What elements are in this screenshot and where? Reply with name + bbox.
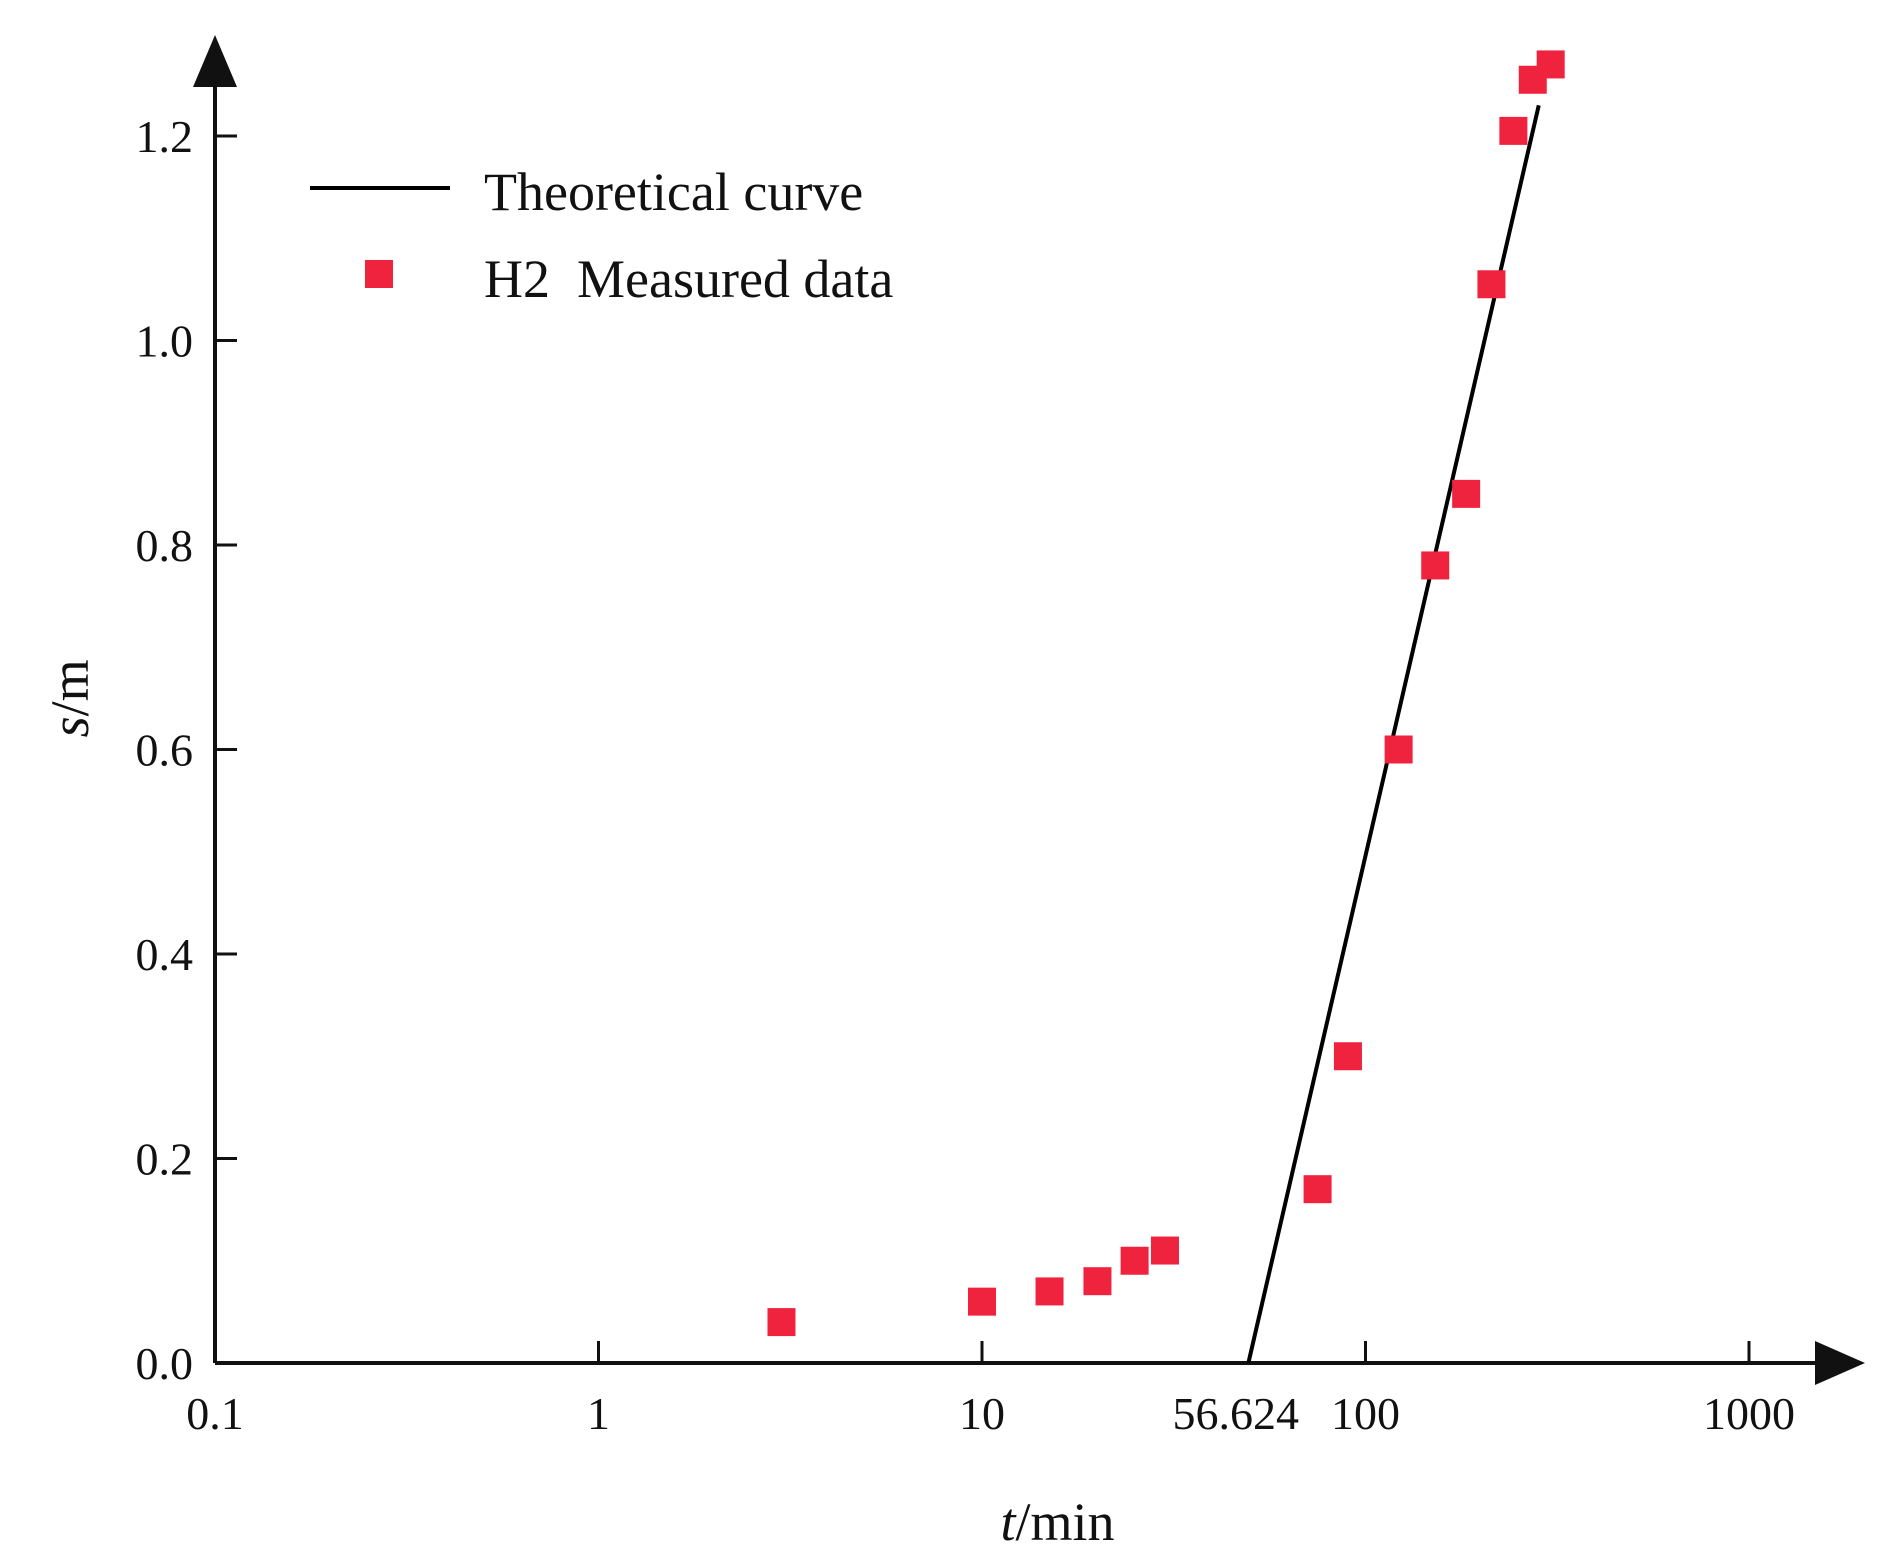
measured-data-point-15 [1536,50,1565,79]
measured-data-point-3 [1035,1277,1064,1306]
y-tick-label-0-0: 0.0 [136,1338,194,1389]
y-tick-label-1-2: 1.2 [136,111,194,162]
x-axis-title: t/min [1000,1492,1114,1552]
y-tick-label-0-8: 0.8 [136,520,194,571]
measured-data-point-2 [968,1287,996,1316]
annotation-label-56-624: 56.624 [1173,1388,1300,1439]
theoretical-curve-line [1246,104,1541,1364]
y-tick-label-0-2: 0.2 [136,1134,194,1185]
x-axis-var: t [1000,1492,1017,1552]
measured-data-point-13 [1499,116,1528,145]
y-ticks: 0.0 0.2 0.4 0.6 0.8 1.0 1.2 [136,111,237,1389]
x-tick-label-1: 1 [587,1388,610,1439]
series-layer [767,50,1565,1364]
measured-data-point-9 [1384,735,1413,764]
legend-label-h2-measured-data: H2 Measured data [484,249,893,309]
y-tick-label-0-6: 0.6 [136,725,194,776]
legend: Theoretical curve H2 Measured data [310,162,893,309]
measured-data-point-8 [1333,1042,1362,1071]
x-tick-label-1000: 1000 [1703,1388,1795,1439]
x-tick-label-0-1: 0.1 [186,1388,244,1439]
measured-data-point-11 [1452,479,1481,508]
measured-data-point-5 [1120,1246,1149,1275]
y-axis-unit: /m [40,659,100,716]
legend-square-symbol [365,260,393,288]
y-tick-label-1-0: 1.0 [136,316,194,367]
y-axis-arrow [193,35,237,87]
x-axis-unit: /min [1016,1492,1115,1552]
measured-data-point-7 [1303,1175,1332,1204]
measured-data-point-1 [767,1308,796,1337]
x-ticks: 0.1 1 10 100 1000 [186,1341,1795,1439]
x-tick-label-10: 10 [959,1388,1005,1439]
y-axis-title: s/m [40,659,100,737]
x-tick-label-100: 100 [1331,1388,1400,1439]
x-axis-arrow [1815,1341,1865,1385]
measured-data-point-6 [1150,1236,1179,1265]
y-axis-var: s [40,716,100,737]
measured-data-point-4 [1083,1267,1112,1296]
axes [193,35,1865,1385]
measured-data-point-12 [1477,270,1506,299]
y-tick-label-0-4: 0.4 [136,929,194,980]
measured-data-point-10 [1421,551,1450,580]
legend-label-theoretical-curve: Theoretical curve [484,162,863,222]
